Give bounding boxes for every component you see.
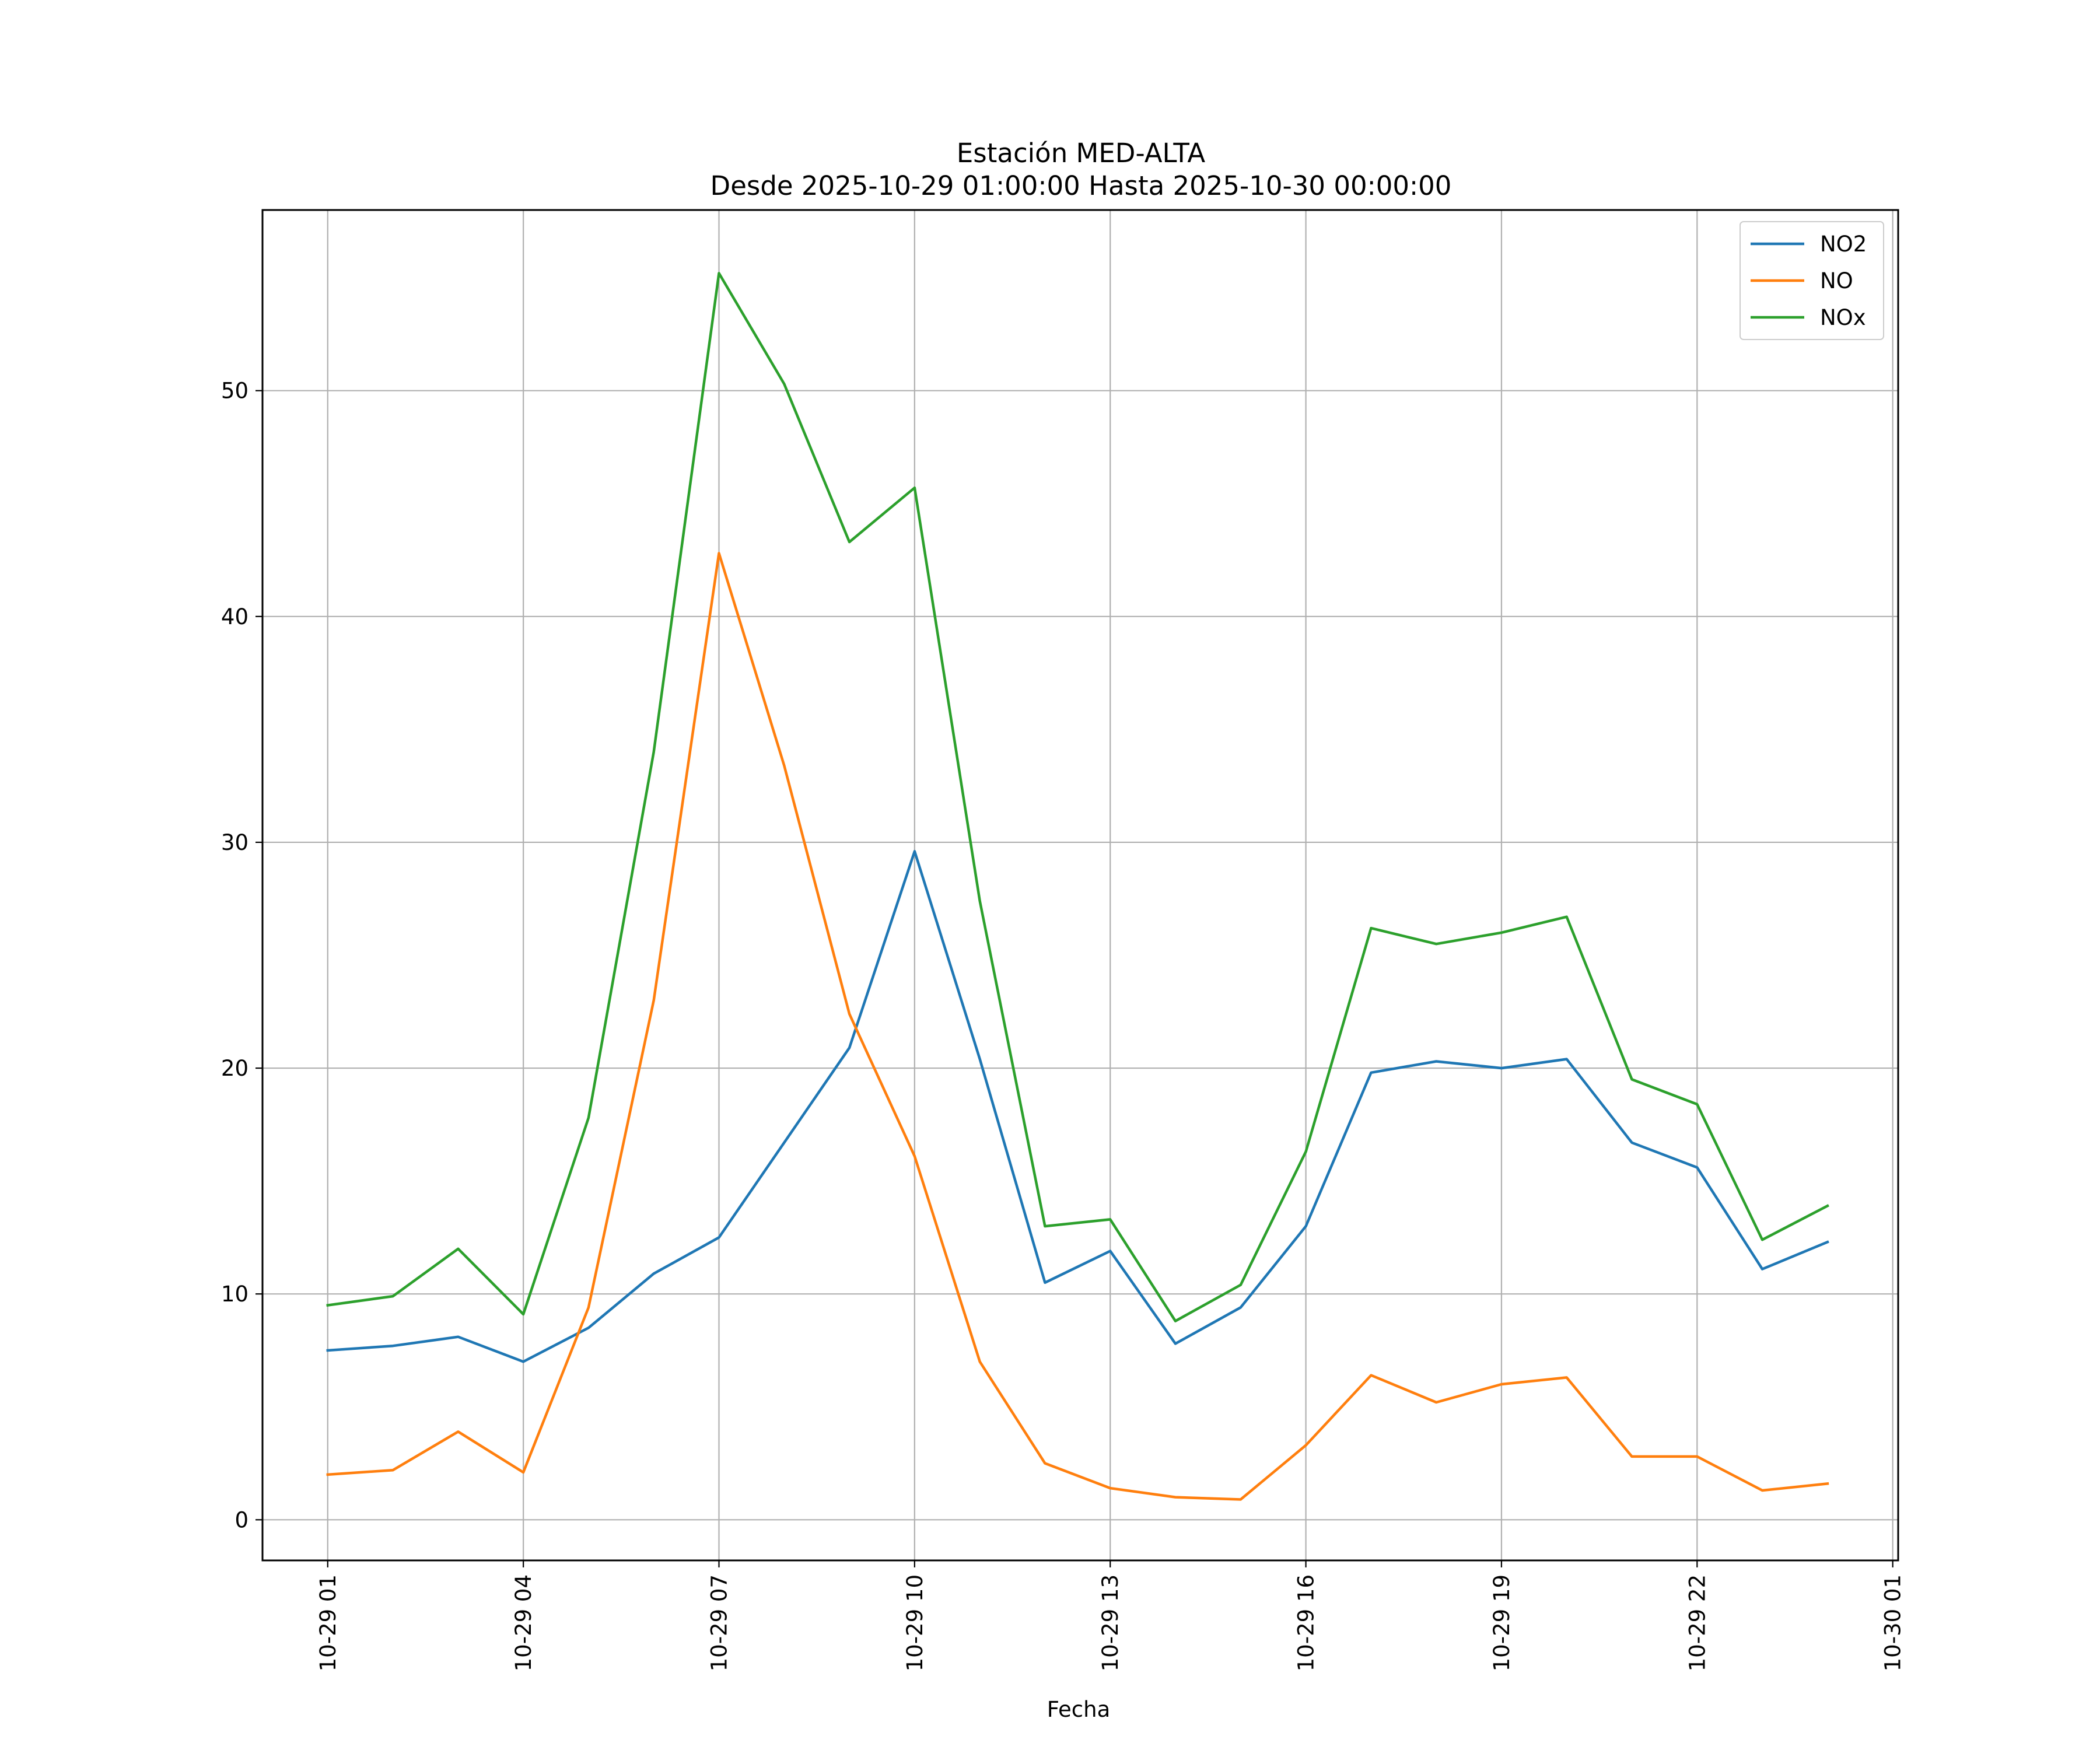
series-lines <box>326 272 1829 1501</box>
x-tick-label: 10-30 01 <box>1881 1574 1906 1671</box>
chart-title-line1: Estación MED-ALTA <box>957 138 1206 169</box>
legend-label-no: NO <box>1820 268 1853 293</box>
y-tick-label: 30 <box>221 830 249 855</box>
x-tick-label: 10-29 16 <box>1294 1574 1319 1671</box>
x-tick-label: 10-29 19 <box>1489 1574 1514 1671</box>
grid-lines <box>262 210 1898 1560</box>
legend: NO2 NO NOx <box>1740 221 1884 340</box>
x-tick-label: 10-29 13 <box>1098 1574 1123 1671</box>
x-tick-label: 10-29 07 <box>707 1574 732 1671</box>
legend-label-nox: NOx <box>1820 305 1866 330</box>
x-axis-ticks: 10-29 01 10-29 04 10-29 07 10-29 10 10-29 13… <box>316 1560 1906 1671</box>
series-line-nox <box>326 272 1829 1322</box>
x-tick-label: 10-29 10 <box>902 1574 928 1671</box>
y-tick-label: 40 <box>221 604 249 629</box>
chart-title-line2: Desde 2025-10-29 01:00:00 Hasta 2025-10-… <box>710 170 1452 201</box>
y-tick-label: 0 <box>235 1507 249 1532</box>
legend-label-no2: NO2 <box>1820 232 1867 257</box>
x-tick-label: 10-29 01 <box>316 1574 341 1671</box>
y-tick-label: 10 <box>221 1282 249 1307</box>
x-tick-label: 10-29 04 <box>511 1574 536 1671</box>
series-line-no <box>326 552 1829 1501</box>
y-tick-label: 20 <box>221 1056 249 1081</box>
y-axis-ticks: 0 10 20 30 40 50 <box>221 379 262 1532</box>
y-tick-label: 50 <box>221 379 249 404</box>
x-tick-label: 10-29 22 <box>1685 1574 1710 1671</box>
plot-area-frame <box>261 209 1899 1562</box>
x-axis-label: Fecha <box>1047 1697 1111 1722</box>
legend-box <box>1740 221 1884 340</box>
